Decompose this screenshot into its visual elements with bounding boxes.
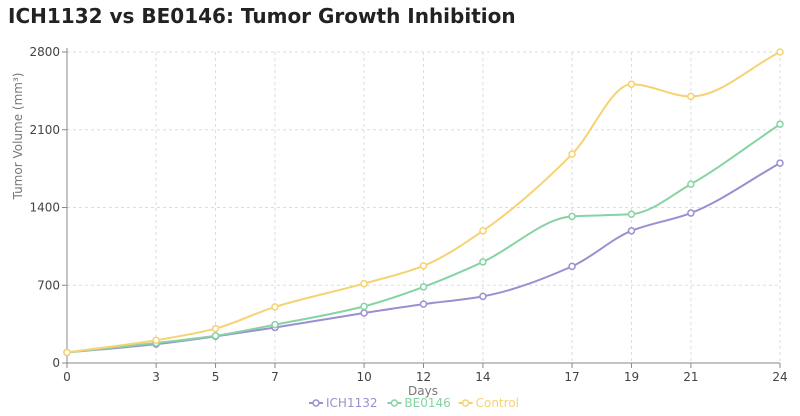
axes: 0 700 1400 2100 2800 0 3 5 7 10 12 14 17 19 21 24	[29, 45, 787, 384]
y-tick-label: 0	[52, 356, 60, 370]
data-point	[211, 324, 220, 333]
data-point	[152, 336, 160, 344]
y-tick-label: 2100	[29, 123, 60, 137]
data-point	[627, 80, 636, 88]
data-point	[360, 279, 368, 288]
data-point	[687, 92, 695, 101]
x-tick-label: 0	[63, 370, 71, 384]
data-point	[627, 227, 636, 235]
legend-item: ICH1132	[309, 396, 377, 410]
x-tick-label: 10	[356, 370, 371, 384]
legend-label: Control	[476, 396, 519, 410]
x-tick-label: 12	[416, 370, 431, 384]
data-point	[211, 332, 220, 340]
data-point	[271, 320, 279, 329]
y-axis-title: Tumor Volume (mm³)	[11, 73, 25, 201]
y-tick-label: 1400	[29, 201, 60, 215]
legend-label: BE0146	[404, 396, 450, 410]
data-point	[627, 210, 636, 218]
series-lines	[63, 48, 784, 357]
data-point	[271, 303, 279, 311]
data-point	[776, 120, 784, 128]
data-point	[568, 262, 576, 271]
x-tick-label: 5	[212, 370, 220, 384]
data-point	[687, 209, 695, 217]
x-tick-label: 7	[271, 370, 279, 384]
data-point	[479, 227, 487, 235]
x-tick-label: 19	[624, 370, 639, 384]
grid-lines	[67, 51, 781, 363]
legend-marker	[461, 399, 470, 407]
series-line-control	[66, 51, 781, 354]
x-tick-label: 17	[564, 370, 579, 384]
data-point	[568, 150, 576, 158]
series-line-be0146	[66, 123, 781, 354]
data-point	[419, 262, 428, 270]
data-point	[687, 180, 695, 188]
x-tick-label: 3	[152, 370, 160, 384]
legend-label: ICH1132	[326, 396, 377, 410]
legend: ICH1132 BE0146 Control	[309, 396, 519, 410]
data-point	[360, 309, 368, 317]
y-tick-label: 2800	[29, 45, 60, 59]
y-tick-label: 700	[37, 278, 60, 292]
data-point	[419, 283, 428, 291]
x-tick-label: 21	[683, 370, 698, 384]
legend-item: BE0146	[387, 396, 451, 410]
legend-marker	[312, 399, 320, 407]
data-point	[479, 292, 487, 301]
data-point	[568, 212, 576, 221]
data-point	[63, 348, 71, 357]
data-point	[479, 258, 487, 266]
x-axis-title: Days	[408, 384, 438, 398]
chart-title: ICH1132 vs BE0146: Tumor Growth Inhibiti…	[8, 4, 516, 28]
data-point	[360, 302, 368, 311]
data-point	[419, 300, 428, 308]
x-tick-label: 14	[475, 370, 490, 384]
data-point	[776, 48, 784, 56]
x-tick-label: 24	[772, 370, 787, 384]
data-point	[776, 159, 784, 167]
legend-item: Control	[458, 396, 519, 410]
legend-marker	[390, 399, 399, 407]
